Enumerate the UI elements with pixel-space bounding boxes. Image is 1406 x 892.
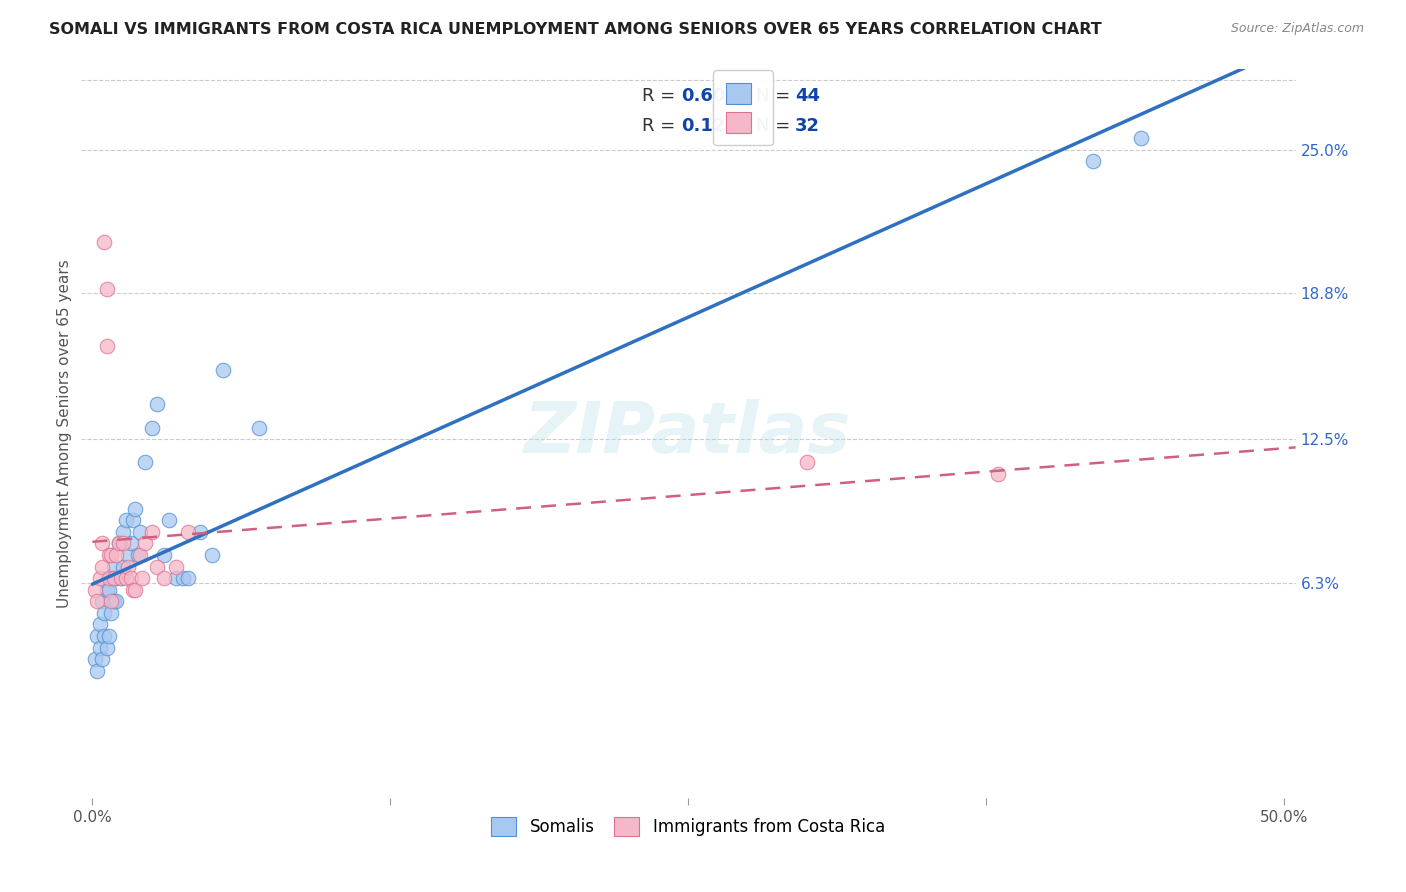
Text: 0.121: 0.121 (681, 117, 738, 136)
Text: N =: N = (756, 117, 796, 136)
Point (86, 629, 108, 643)
Point (122, 513, 145, 527)
Point (172, 571, 194, 585)
Point (96, 339, 118, 353)
Point (177, 571, 200, 585)
Point (107, 536, 129, 550)
Point (112, 559, 135, 574)
Point (98, 548, 121, 562)
Point (105, 571, 128, 585)
Text: R =: R = (643, 117, 681, 136)
Point (131, 571, 153, 585)
Text: Source: ZipAtlas.com: Source: ZipAtlas.com (1230, 22, 1364, 36)
Text: R =: R = (643, 87, 681, 104)
Point (91, 559, 114, 574)
Point (96, 282, 118, 296)
Point (98, 629, 121, 643)
Point (89, 640, 111, 655)
Point (100, 606, 122, 620)
Point (107, 536, 129, 550)
Text: N =: N = (756, 87, 796, 104)
Point (105, 594, 128, 608)
Text: SOMALI VS IMMIGRANTS FROM COSTA RICA UNEMPLOYMENT AMONG SENIORS OVER 65 YEARS CO: SOMALI VS IMMIGRANTS FROM COSTA RICA UNE… (49, 22, 1102, 37)
Point (1129, 131, 1152, 145)
Point (96, 640, 118, 655)
Point (145, 397, 167, 411)
Point (91, 594, 114, 608)
Point (134, 455, 156, 469)
Point (83, 582, 105, 597)
Point (796, 455, 818, 469)
Point (86, 664, 108, 678)
Point (100, 594, 122, 608)
Point (153, 571, 176, 585)
Y-axis label: Unemployment Among Seniors over 65 years: Unemployment Among Seniors over 65 years (58, 259, 72, 607)
Point (188, 524, 211, 539)
Point (145, 559, 167, 574)
Point (129, 524, 152, 539)
Point (91, 652, 114, 666)
Point (112, 536, 135, 550)
Point (93, 629, 115, 643)
Point (200, 548, 222, 562)
Point (141, 524, 163, 539)
Legend: Somalis, Immigrants from Costa Rica: Somalis, Immigrants from Costa Rica (482, 809, 893, 845)
Point (96, 582, 118, 597)
Point (91, 536, 114, 550)
Text: 32: 32 (794, 117, 820, 136)
Point (105, 548, 128, 562)
Point (103, 571, 125, 585)
Point (987, 467, 1010, 481)
Point (98, 571, 121, 585)
Text: ZIPatlas: ZIPatlas (524, 399, 852, 467)
Point (122, 582, 145, 597)
Point (112, 524, 135, 539)
Point (98, 582, 121, 597)
Point (247, 420, 270, 434)
Point (129, 548, 152, 562)
Text: 44: 44 (794, 87, 820, 104)
Point (120, 536, 142, 550)
Point (127, 548, 149, 562)
Point (212, 362, 235, 376)
Point (110, 571, 132, 585)
Point (124, 501, 146, 516)
Point (86, 594, 108, 608)
Point (124, 582, 146, 597)
Point (103, 594, 125, 608)
Point (100, 548, 122, 562)
Point (89, 571, 111, 585)
Point (100, 571, 122, 585)
Point (117, 548, 139, 562)
Point (89, 617, 111, 632)
Point (153, 548, 176, 562)
Point (93, 606, 115, 620)
Point (114, 513, 136, 527)
Point (1081, 154, 1104, 169)
Point (157, 513, 180, 527)
Text: 0.607: 0.607 (681, 87, 738, 104)
Point (83, 652, 105, 666)
Point (165, 559, 187, 574)
Point (103, 559, 125, 574)
Point (134, 536, 156, 550)
Point (177, 524, 200, 539)
Point (120, 571, 142, 585)
Point (114, 571, 136, 585)
Point (93, 235, 115, 250)
Point (141, 420, 163, 434)
Point (117, 559, 139, 574)
Point (165, 571, 187, 585)
Point (110, 571, 132, 585)
